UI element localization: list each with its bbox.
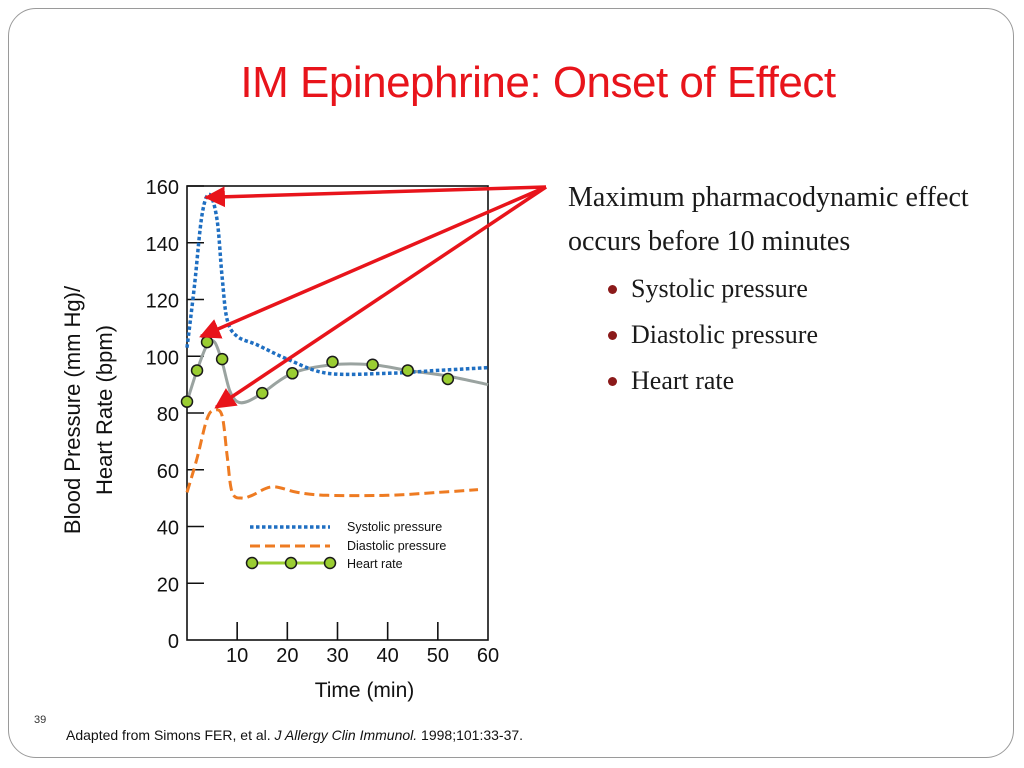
bullet-item-diastolic: Diastolic pressure [608, 312, 1008, 358]
heart-rate-marker [190, 364, 204, 377]
citation-journal: J Allergy Clin Immunol. [274, 727, 418, 743]
bullet-item-heart-rate: Heart rate [608, 358, 1008, 404]
y-tick-label: 20 [157, 574, 179, 596]
bullet-list: Systolic pressure Diastolic pressure Hea… [568, 266, 1008, 404]
x-tick-label: 30 [326, 645, 348, 667]
legend-label-systolic: Systolic pressure [347, 520, 442, 534]
bullet-lead: Maximum pharmacodynamic effect occurs be… [568, 182, 969, 257]
slide-title: IM Epinephrine: Onset of Effect [240, 58, 836, 107]
heart-rate-marker [200, 335, 214, 349]
annotation-arrow-diastolic-pressure [214, 185, 547, 409]
heart-rate-marker [366, 358, 379, 372]
series-line-diastolic [185, 408, 479, 500]
x-tick-label: 20 [276, 645, 298, 667]
heart-rate-marker [256, 386, 269, 400]
citation-prefix: Adapted from Simons FER, et al. [66, 727, 275, 743]
annotation-arrow-heart-rate [199, 185, 547, 339]
bullet-panel: Maximum pharmacodynamic effect occurs be… [568, 176, 1008, 404]
x-tick-label: 10 [226, 645, 248, 667]
series-line-systolic [185, 192, 489, 377]
y-tick-label: 160 [146, 177, 179, 199]
legend-heart-rate-marker [245, 556, 259, 570]
page-number: 39 [34, 714, 47, 726]
slide-frame [8, 8, 1014, 758]
y-tick-label: 120 [146, 291, 179, 313]
citation-suffix: 1998;101:33-37. [417, 727, 524, 743]
y-tick-label: 80 [157, 404, 179, 426]
y-tick-label: 40 [157, 518, 179, 540]
y-axis-label-line: Heart Rate (bpm) [92, 325, 117, 495]
y-tick-label: 100 [146, 347, 179, 369]
heart-rate-marker [401, 364, 414, 377]
annotation-arrow-systolic-pressure [203, 185, 547, 208]
heart-rate-marker [180, 395, 194, 408]
x-tick-label: 40 [377, 645, 399, 667]
x-axis-label: Time (min) [315, 679, 415, 702]
citation: Adapted from Simons FER, et al. J Allerg… [66, 727, 523, 743]
y-axis-label-line: Blood Pressure (mm Hg)/ [60, 285, 85, 534]
y-tick-label: 140 [146, 234, 179, 256]
x-tick-label: 60 [477, 645, 499, 667]
legend-label-diastolic: Diastolic pressure [347, 539, 446, 553]
legend-heart-rate-marker [323, 556, 337, 570]
heart-rate-marker [286, 367, 299, 380]
y-tick-label: 60 [157, 461, 179, 483]
heart-rate-marker [441, 372, 455, 386]
legend-heart-rate-marker [284, 556, 298, 570]
bullet-item-systolic: Systolic pressure [608, 266, 1008, 312]
y-tick-label: 0 [168, 631, 179, 653]
legend-label-heart-rate: Heart rate [347, 557, 403, 571]
y-axis-label: Blood Pressure (mm Hg)/ Heart Rate (bpm) [60, 285, 117, 534]
heart-rate-marker [215, 352, 229, 366]
x-tick-label: 50 [427, 645, 449, 667]
heart-rate-marker [326, 355, 339, 369]
